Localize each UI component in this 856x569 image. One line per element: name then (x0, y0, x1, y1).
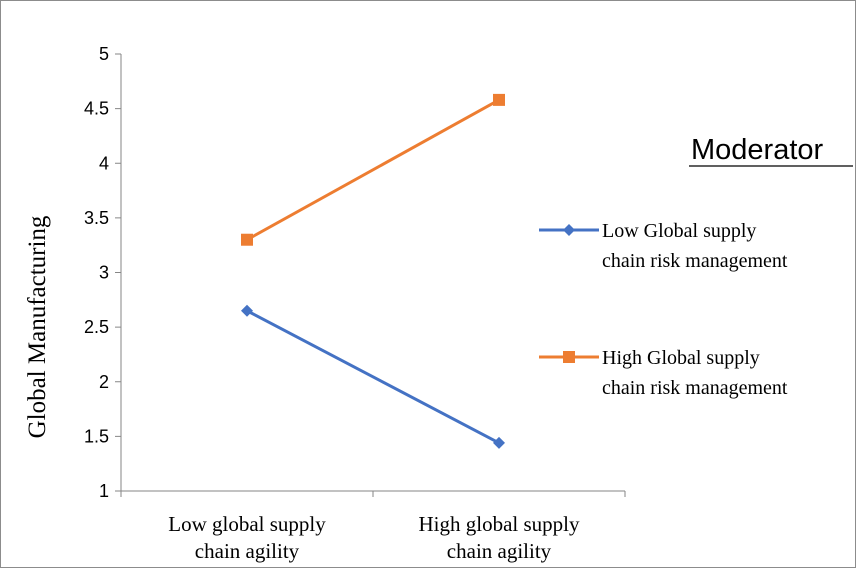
series-high-risk-management (241, 93, 505, 246)
data-point (493, 436, 505, 449)
y-tick-label: 3 (99, 263, 109, 283)
legend-label: chain risk management (602, 250, 788, 272)
y-tick-label: 4 (99, 153, 109, 173)
data-point (493, 93, 505, 106)
y-tick-label: 5 (99, 44, 109, 64)
x-category-label: Low global supply (168, 512, 326, 536)
y-axis-title: Global Manufacturing (24, 215, 51, 438)
y-tick-label: 3.5 (84, 208, 109, 228)
y-axis-ticks: 1 1.5 2 2.5 3 3.5 4 4.5 5 (84, 44, 121, 501)
x-category-label: chain agility (447, 539, 552, 563)
y-tick-label: 2 (99, 372, 109, 392)
legend-item: High Global supply chain risk management (539, 347, 788, 399)
series-low-risk-management (241, 304, 505, 449)
y-tick-label: 1 (99, 481, 109, 501)
legend-label: Low Global supply (602, 220, 756, 242)
x-category-label: High global supply (419, 512, 580, 536)
series-line (246, 98, 500, 242)
y-tick-label: 4.5 (84, 99, 109, 119)
series-line (246, 309, 500, 445)
data-point (241, 304, 253, 317)
legend-label: High Global supply (602, 347, 760, 369)
legend-swatch-marker (563, 351, 575, 363)
y-tick-label: 1.5 (84, 426, 109, 446)
series-layer (241, 93, 505, 449)
x-category-label: chain agility (195, 539, 300, 563)
legend-swatch-marker (563, 224, 575, 236)
legend-item: Low Global supply chain risk management (539, 220, 788, 272)
x-axis-ticks: Low global supply chain agility High globa… (120, 491, 626, 563)
y-tick-label: 2.5 (84, 317, 109, 337)
axes (120, 54, 625, 492)
data-point (241, 233, 253, 246)
legend-title: Moderator (691, 134, 824, 166)
legend-label: chain risk management (602, 377, 788, 399)
